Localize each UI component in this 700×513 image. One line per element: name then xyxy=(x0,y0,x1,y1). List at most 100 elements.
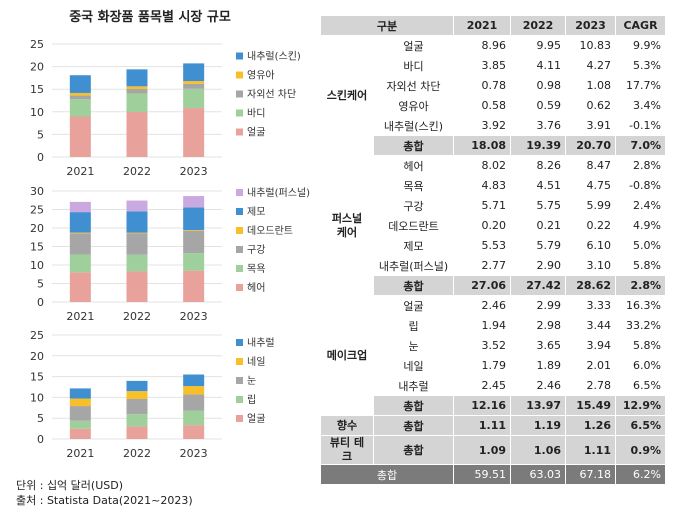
header-category: 구분 xyxy=(320,15,454,36)
legend-label: 구강 xyxy=(247,244,265,256)
x-tick-label: 2023 xyxy=(180,165,208,178)
item-label-cell: 바디 xyxy=(373,55,454,76)
value-cell: 1.94 xyxy=(453,315,511,336)
legend-swatch xyxy=(236,265,243,272)
value-cell: 18.08 xyxy=(453,135,511,156)
x-tick-label: 2022 xyxy=(123,310,151,323)
value-cell: 1.06 xyxy=(510,435,566,465)
legend-label: 눈 xyxy=(247,375,256,387)
item-label-cell: 구강 xyxy=(373,195,454,216)
cagr-cell: 12.9% xyxy=(615,395,666,416)
item-label-cell: 얼굴 xyxy=(373,35,454,56)
value-cell: 20.70 xyxy=(565,135,616,156)
bar-segment xyxy=(126,232,148,234)
cagr-cell: -0.8% xyxy=(615,175,666,196)
value-cell: 3.91 xyxy=(565,115,616,136)
value-cell: 3.44 xyxy=(565,315,616,336)
table-row: 내추럴 2.45 2.46 2.78 6.5% xyxy=(321,375,666,396)
bar-segment xyxy=(126,380,148,392)
cagr-cell: 3.4% xyxy=(615,95,666,116)
value-cell: 1.79 xyxy=(453,355,511,376)
legend-label: 얼굴 xyxy=(247,127,265,139)
chart-title: 중국 화장품 품목별 시장 규모 xyxy=(69,10,231,25)
bar-segment xyxy=(183,425,205,439)
bar-segment xyxy=(183,253,205,271)
bar-segment xyxy=(183,374,205,387)
legend-label: 제모 xyxy=(247,206,265,218)
table-row: 데오드란트 0.20 0.21 0.22 4.9% xyxy=(321,215,666,236)
legend-swatch xyxy=(236,377,243,384)
y-tick-label: 5 xyxy=(37,128,44,141)
value-cell: 2.98 xyxy=(510,315,566,336)
value-cell: 12.16 xyxy=(453,395,511,416)
legend-label: 헤어 xyxy=(247,282,265,294)
value-cell: 2.01 xyxy=(565,355,616,376)
market-size-table: 구분 2021 2022 2023 CAGR 스킨케어 얼굴 8.96 9.95 10.… xyxy=(320,15,666,485)
table-total-row: 총합 18.08 19.39 20.70 7.0% xyxy=(321,135,666,156)
bar-segment xyxy=(126,233,148,255)
item-label-cell: 총합 xyxy=(373,435,454,465)
value-cell: 1.19 xyxy=(510,415,566,436)
value-cell: 4.51 xyxy=(510,175,566,196)
x-tick-label: 2021 xyxy=(66,165,94,178)
y-tick-label: 15 xyxy=(30,241,44,254)
value-cell: 8.02 xyxy=(453,155,511,176)
legend-swatch xyxy=(236,208,243,215)
cagr-cell: 5.8% xyxy=(615,335,666,356)
bar-segment xyxy=(126,112,148,157)
item-label-cell: 자외선 차단 xyxy=(373,75,454,96)
bar-segment xyxy=(183,386,205,395)
bar-segment xyxy=(126,398,148,415)
value-cell: 6.10 xyxy=(565,235,616,256)
cagr-cell: 6.5% xyxy=(615,375,666,396)
bar-segment xyxy=(183,108,205,157)
value-cell: 8.96 xyxy=(453,35,511,56)
bar-segment xyxy=(183,83,205,89)
y-tick-label: 5 xyxy=(37,278,44,291)
table-total-row: 총합 12.16 13.97 15.49 12.9% xyxy=(321,395,666,416)
value-cell: 5.71 xyxy=(453,195,511,216)
value-cell: 3.10 xyxy=(565,255,616,276)
unit-note: 단위 : 십억 달러(USD) xyxy=(16,479,124,492)
x-tick-label: 2023 xyxy=(180,447,208,460)
y-tick-label: 10 xyxy=(30,391,44,404)
bar-segment xyxy=(183,207,205,231)
cagr-cell: 0.9% xyxy=(615,435,666,465)
item-label-cell: 총합 xyxy=(373,135,454,156)
value-cell: 4.11 xyxy=(510,55,566,76)
grand-total-label: 총합 xyxy=(320,464,454,485)
table-row: 스킨케어 얼굴 8.96 9.95 10.83 9.9% xyxy=(320,35,666,156)
table-row: 내추럴(스킨) 3.92 3.76 3.91 -0.1% xyxy=(321,115,666,136)
legend-label: 목욕 xyxy=(247,263,265,275)
bar-segment xyxy=(126,69,148,87)
value-cell: 3.92 xyxy=(453,115,511,136)
bar-segment xyxy=(183,410,205,426)
value-cell: 0.20 xyxy=(453,215,511,236)
value-cell: 8.26 xyxy=(510,155,566,176)
legend-label: 립 xyxy=(247,393,256,406)
bar-segment xyxy=(69,99,91,117)
value-cell: 15.49 xyxy=(565,395,616,416)
y-tick-label: 0 xyxy=(37,296,44,309)
value-cell: 2.78 xyxy=(565,375,616,396)
bar-segment xyxy=(183,63,205,82)
bar-segment xyxy=(126,254,148,272)
legend-label: 바디 xyxy=(247,108,265,120)
table-row: 목욕 4.83 4.51 4.75 -0.8% xyxy=(321,175,666,196)
bar-segment xyxy=(183,81,205,84)
cagr-cell: 6.5% xyxy=(615,415,666,436)
value-cell: 1.89 xyxy=(510,355,566,376)
bar-segment xyxy=(126,426,148,439)
category-cell: 뷰티 테크 xyxy=(320,435,374,465)
bar-segment xyxy=(69,116,91,157)
table-row: 구강 5.71 5.75 5.99 2.4% xyxy=(321,195,666,216)
grand-total-row: 총합 59.51 63.03 67.18 6.2% xyxy=(320,464,666,485)
cagr-cell: 9.9% xyxy=(615,35,666,56)
value-cell: 1.08 xyxy=(565,75,616,96)
cagr-cell: 5.0% xyxy=(615,235,666,256)
legend-swatch xyxy=(236,109,243,117)
value-cell: 3.94 xyxy=(565,335,616,356)
cagr-cell: 5.8% xyxy=(615,255,666,276)
item-label-cell: 데오드란트 xyxy=(373,215,454,236)
